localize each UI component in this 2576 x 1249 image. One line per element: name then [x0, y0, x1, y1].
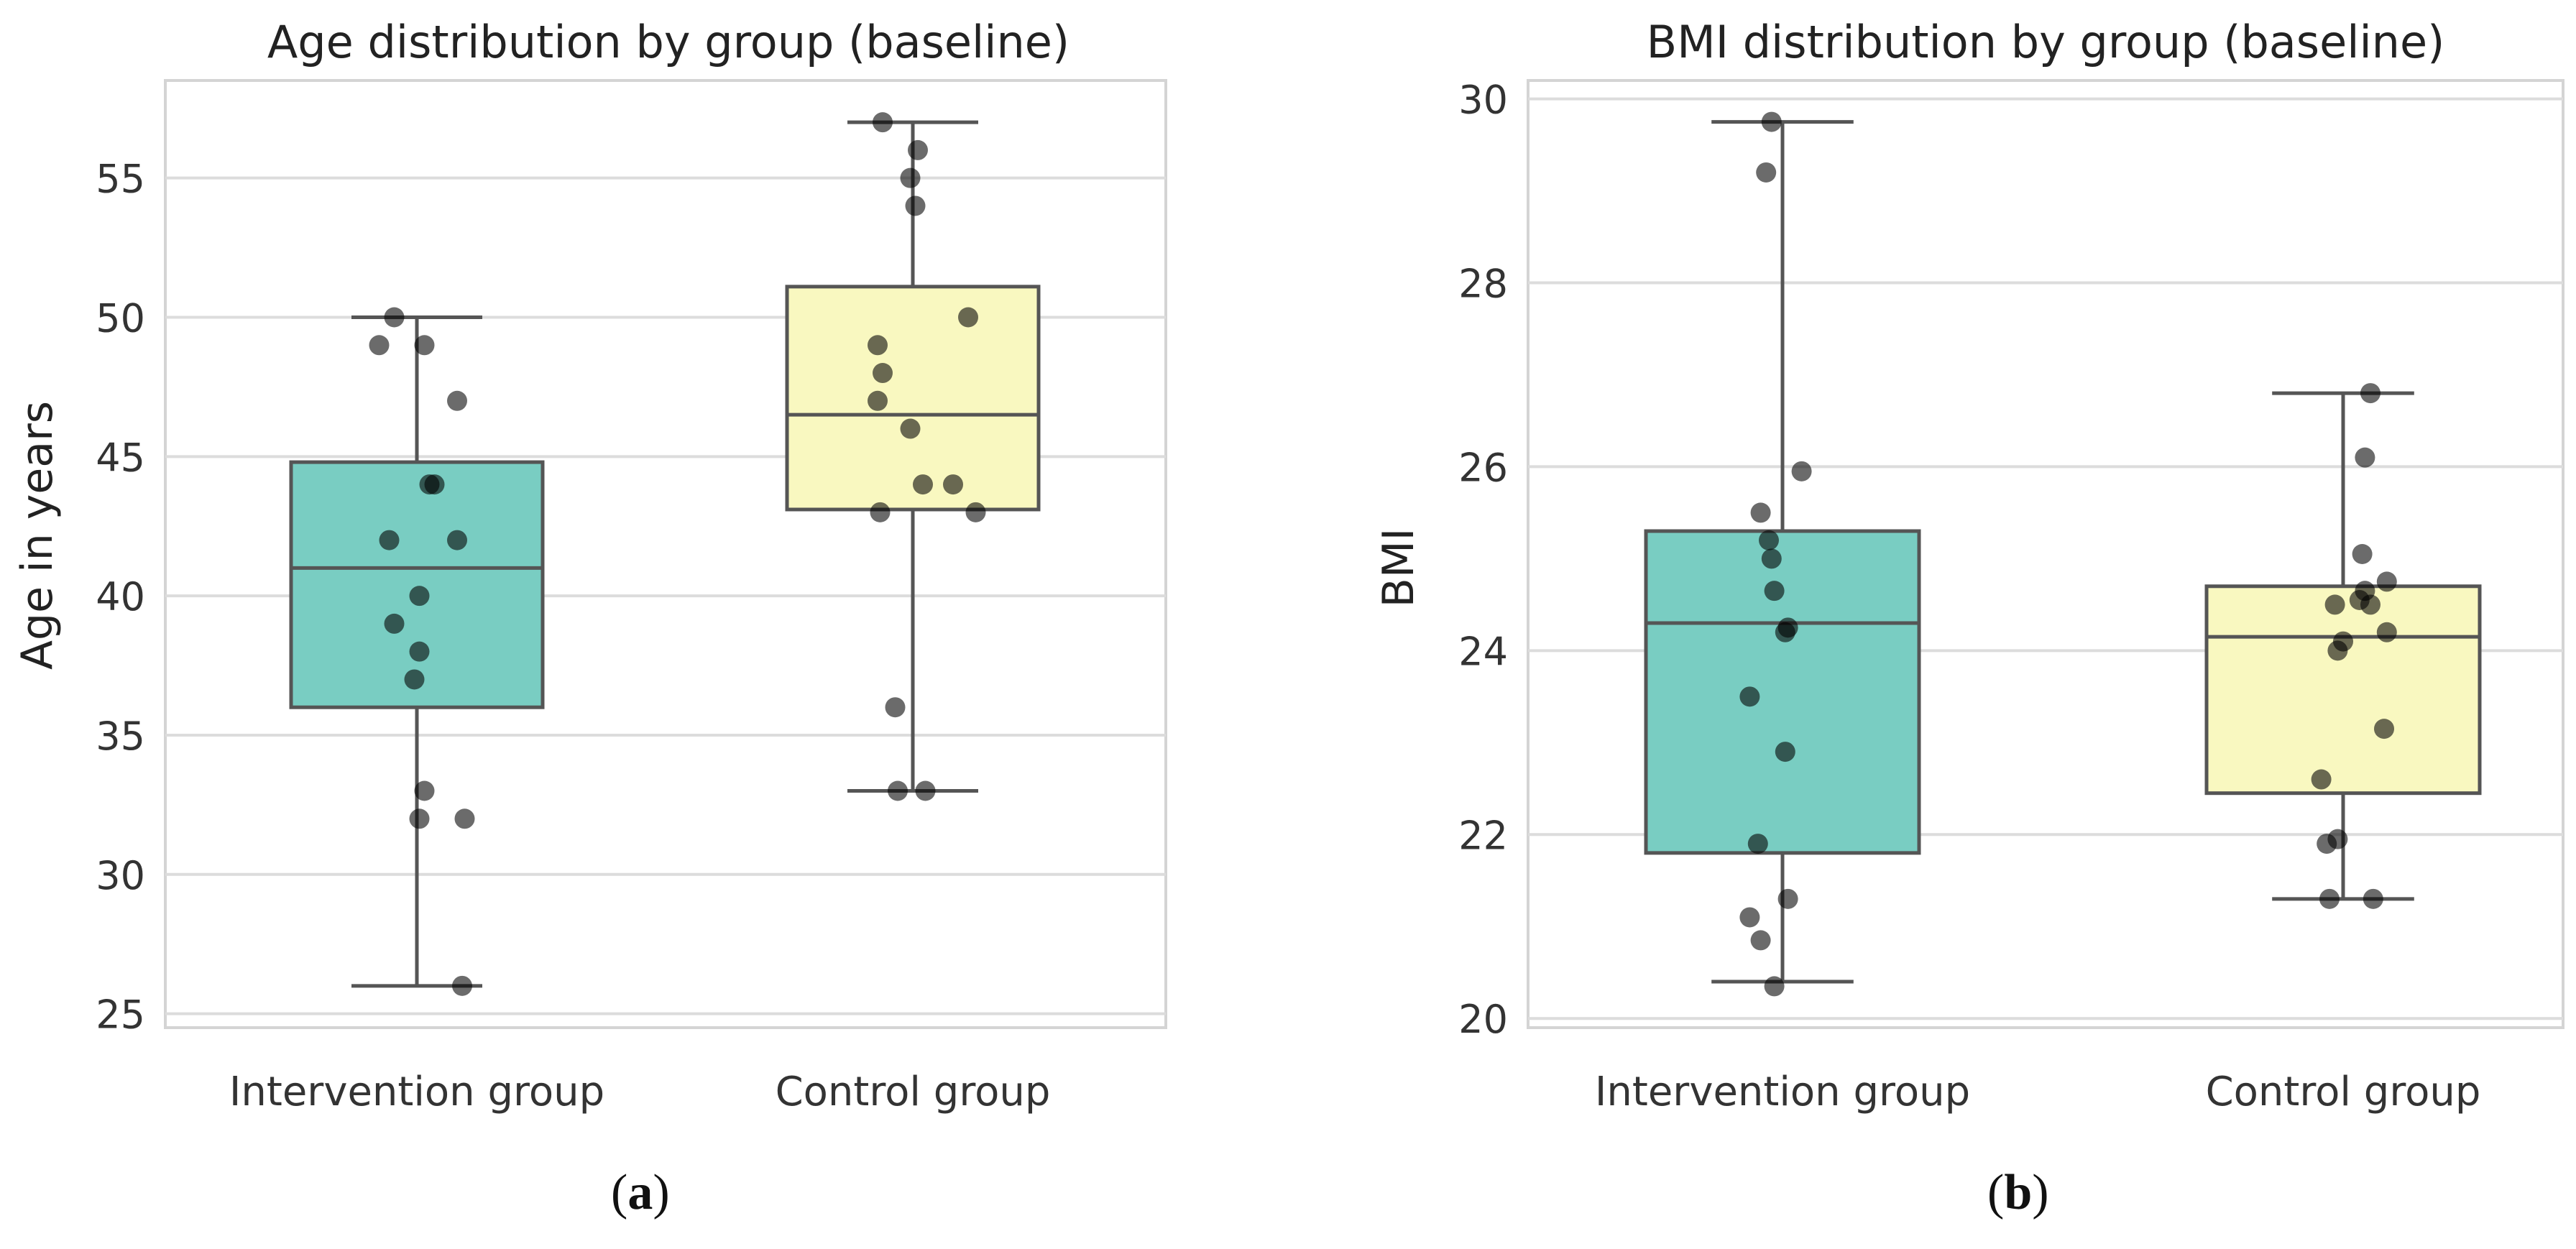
data-point: [447, 530, 467, 550]
y-tick-label: 20: [1458, 997, 1508, 1042]
data-point: [1761, 548, 1782, 569]
box-iqr: [289, 460, 545, 709]
data-point: [1777, 888, 1798, 909]
caption-a: (a): [611, 1165, 670, 1220]
data-point: [454, 808, 475, 829]
box-iqr: [1644, 529, 1921, 855]
box-intervention: [289, 315, 545, 988]
data-point: [1764, 581, 1785, 602]
data-point: [1756, 162, 1777, 183]
data-point: [409, 586, 430, 607]
data-point: [2360, 594, 2380, 615]
y-tick-label: 40: [96, 574, 145, 619]
data-point: [868, 390, 888, 411]
x-tick-label: Intervention group: [1595, 1069, 1970, 1115]
data-point: [943, 474, 963, 495]
caption-letter: b: [2004, 1165, 2033, 1220]
data-point: [369, 335, 390, 356]
data-point: [873, 363, 893, 384]
data-point: [1775, 622, 1795, 642]
data-point: [2360, 383, 2380, 404]
panel-bmi: BMI distribution by group (baseline) BMI…: [1374, 16, 2564, 1115]
y-tick-label: 24: [1458, 629, 1508, 674]
data-point: [885, 697, 906, 718]
data-point: [1759, 530, 1779, 550]
data-point: [1791, 461, 1812, 481]
box-iqr: [2204, 584, 2482, 796]
data-point: [1747, 834, 1768, 854]
data-point: [424, 474, 445, 495]
box-iqr: [785, 285, 1041, 512]
x-tick-label: Control group: [776, 1069, 1051, 1115]
y-tick-label: 30: [96, 853, 145, 898]
data-point: [915, 780, 936, 801]
y-tick-label: 35: [96, 714, 145, 759]
data-point: [2327, 829, 2348, 849]
data-point: [384, 613, 405, 634]
data-point: [1739, 907, 1760, 928]
data-point: [2376, 571, 2397, 592]
data-point: [1750, 502, 1771, 523]
data-point: [2311, 769, 2332, 790]
data-point: [2352, 544, 2373, 564]
box-intervention: [1644, 120, 1921, 984]
data-point: [1764, 976, 1785, 997]
caption-letter: a: [627, 1165, 653, 1220]
y-tick-label: 26: [1458, 445, 1508, 490]
data-point: [409, 808, 430, 829]
box-control: [785, 120, 1041, 793]
data-point: [1761, 111, 1782, 132]
data-point: [1775, 742, 1795, 762]
data-point: [870, 502, 891, 522]
data-point: [908, 139, 928, 160]
y-tick-label: 45: [96, 435, 145, 480]
data-point: [2355, 447, 2375, 468]
chart-title: BMI distribution by group (baseline): [1647, 16, 2445, 68]
chart-title: Age distribution by group (baseline): [267, 16, 1070, 68]
y-tick-label: 28: [1458, 262, 1508, 307]
data-point: [414, 335, 435, 356]
data-point: [905, 195, 926, 216]
data-point: [2376, 622, 2397, 642]
data-point: [384, 307, 405, 328]
data-point: [900, 418, 921, 439]
caption-b: (b): [1987, 1165, 2049, 1220]
data-point: [913, 474, 933, 495]
y-tick-label: 22: [1458, 813, 1508, 858]
data-point: [868, 335, 888, 356]
y-tick-label: 25: [96, 992, 145, 1038]
data-point: [2327, 640, 2348, 661]
data-point: [404, 669, 425, 690]
data-point: [2374, 719, 2394, 739]
y-axis-label: BMI: [1374, 528, 1424, 608]
y-tick-label: 50: [96, 296, 145, 341]
data-point: [2324, 594, 2345, 615]
x-tick-label: Intervention group: [229, 1069, 604, 1115]
data-point: [379, 530, 400, 550]
data-point: [452, 975, 472, 996]
data-point: [414, 780, 435, 801]
data-point: [447, 390, 467, 411]
data-point: [2319, 888, 2340, 909]
data-point: [409, 641, 430, 662]
y-tick-label: 55: [96, 157, 145, 202]
data-point: [873, 112, 893, 133]
data-point: [1739, 686, 1760, 707]
y-axis-label: Age in years: [12, 401, 63, 670]
data-point: [965, 502, 986, 522]
y-tick-label: 30: [1458, 78, 1508, 123]
x-tick-label: Control group: [2206, 1069, 2481, 1115]
data-point: [888, 780, 908, 801]
data-point: [2363, 888, 2383, 909]
panel-age: Age distribution by group (baseline) Age…: [12, 16, 1167, 1115]
data-point: [1750, 930, 1771, 951]
data-point: [958, 307, 978, 328]
data-point: [900, 167, 921, 188]
